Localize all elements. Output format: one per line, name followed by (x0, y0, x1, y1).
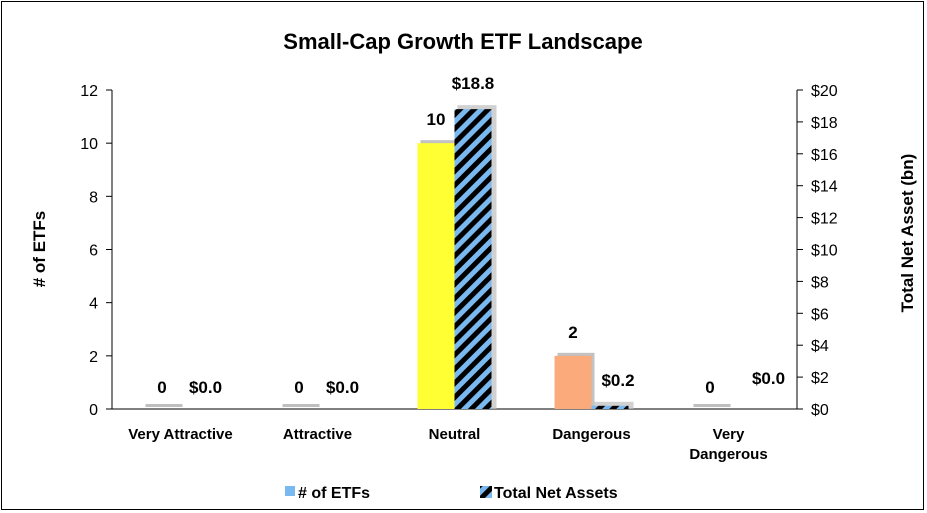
category-label: Dangerous (552, 426, 630, 443)
bar-etf-count (693, 404, 731, 407)
data-label-etf-count: 0 (294, 378, 303, 397)
y2-axis-title: Total Net Asset (bn) (898, 154, 917, 313)
data-label-net-assets: $0.0 (326, 378, 359, 397)
left-tick-label: 6 (89, 243, 98, 260)
category-label: Neutral (429, 426, 481, 443)
left-tick-label: 4 (89, 296, 98, 313)
left-tick-label: 12 (80, 83, 98, 100)
data-label-net-assets: $0.0 (189, 378, 222, 397)
legend-label-net-assets: Total Net Assets (494, 485, 618, 502)
category-label: Attractive (283, 426, 352, 443)
right-tick-label: $18 (811, 115, 838, 132)
category-label: Very (713, 426, 745, 443)
data-label-etf-count: 2 (568, 323, 577, 342)
right-tick-label: $14 (811, 179, 838, 196)
bar-etf-count (282, 404, 320, 407)
right-tick-label: $12 (811, 211, 838, 228)
bar-shadow (594, 401, 634, 409)
y-axis-title: # of ETFs (30, 211, 49, 288)
right-tick-label: $20 (811, 83, 838, 100)
left-tick-label: 2 (89, 349, 98, 366)
data-label-etf-count: 10 (427, 110, 446, 129)
right-tick-label: $16 (811, 147, 838, 164)
category-label: Dangerous (689, 446, 767, 463)
right-tick-label: $6 (811, 306, 829, 323)
bar-etf-count (417, 143, 455, 409)
bar-etf-count (145, 404, 183, 407)
right-tick-label: $2 (811, 370, 829, 387)
right-tick-label: $0 (811, 402, 829, 419)
data-label-net-assets: $18.8 (452, 74, 495, 93)
right-tick-label: $10 (811, 243, 838, 260)
data-label-etf-count: 0 (157, 378, 166, 397)
legend-swatch-net-assets (480, 486, 492, 498)
category-label: Very Attractive (128, 426, 233, 443)
data-label-etf-count: 0 (705, 378, 714, 397)
chart-title: Small-Cap Growth ETF Landscape (283, 29, 642, 54)
data-label-net-assets: $0.2 (601, 371, 634, 390)
left-tick-label: 8 (89, 189, 98, 206)
bar-net-assets (454, 109, 492, 409)
left-tick-label: 0 (89, 402, 98, 419)
legend-swatch-etf-count (285, 486, 295, 496)
left-tick-label: 10 (80, 136, 98, 153)
bar-net-assets (591, 405, 629, 409)
data-label-net-assets: $0.0 (752, 369, 785, 388)
bar-etf-count (554, 355, 592, 409)
right-tick-label: $4 (811, 338, 829, 355)
right-tick-label: $8 (811, 274, 829, 291)
legend-label-etf-count: # of ETFs (298, 485, 370, 502)
